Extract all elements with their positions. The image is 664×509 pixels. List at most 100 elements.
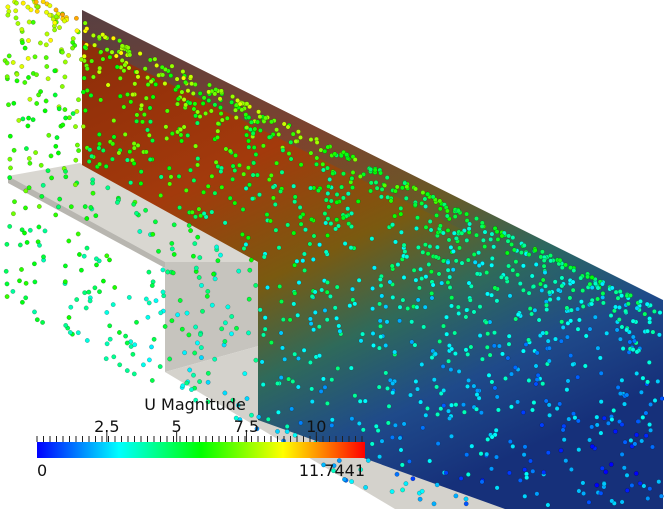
- particle: [435, 411, 441, 417]
- particle: [235, 97, 240, 103]
- particle: [189, 387, 194, 393]
- particle: [244, 101, 250, 107]
- particle: [205, 370, 211, 376]
- particle: [370, 306, 376, 312]
- particle: [589, 285, 595, 291]
- particle: [124, 368, 130, 374]
- particle: [296, 280, 302, 286]
- particle: [529, 273, 535, 279]
- particle: [503, 376, 508, 381]
- particle: [208, 108, 214, 114]
- particle: [504, 275, 510, 281]
- particle: [82, 204, 88, 210]
- particle: [634, 349, 640, 355]
- particle: [19, 40, 25, 46]
- particle: [35, 4, 41, 10]
- particle: [230, 176, 236, 182]
- particle: [431, 377, 437, 383]
- particle: [493, 427, 499, 433]
- particle: [342, 476, 347, 482]
- particle: [280, 147, 286, 153]
- particle: [350, 286, 355, 292]
- particle: [575, 306, 581, 312]
- particle: [440, 230, 446, 236]
- particle: [628, 437, 634, 443]
- particle: [312, 310, 318, 315]
- particle: [634, 371, 640, 376]
- particle: [428, 269, 434, 275]
- particle: [252, 126, 258, 132]
- particle: [337, 328, 343, 334]
- particle: [209, 302, 215, 308]
- particle: [530, 468, 536, 474]
- particle: [13, 15, 19, 21]
- particle: [207, 82, 212, 88]
- particle: [177, 298, 183, 303]
- particle: [84, 88, 90, 93]
- particle: [612, 428, 618, 434]
- particle: [278, 375, 284, 381]
- particle: [492, 330, 497, 336]
- particle: [526, 337, 532, 343]
- particle: [125, 45, 131, 51]
- particle: [318, 388, 324, 394]
- particle: [150, 94, 156, 100]
- particle: [571, 411, 576, 417]
- particle: [59, 49, 65, 55]
- particle: [185, 88, 191, 94]
- particle: [218, 88, 224, 94]
- particle: [656, 332, 662, 338]
- particle: [13, 8, 19, 14]
- particle: [382, 182, 388, 188]
- particle: [119, 43, 125, 49]
- particle: [400, 487, 406, 493]
- particle: [392, 213, 398, 219]
- particle: [571, 268, 577, 273]
- particle: [378, 323, 383, 329]
- particle: [578, 299, 584, 305]
- particle: [7, 133, 13, 139]
- particle: [533, 363, 539, 369]
- particle: [434, 212, 440, 218]
- particle: [437, 223, 443, 229]
- particle: [464, 307, 470, 313]
- particle: [521, 452, 527, 458]
- particle: [325, 216, 331, 222]
- particle: [145, 127, 150, 133]
- particle: [492, 385, 498, 391]
- particle: [164, 136, 170, 141]
- particle: [539, 422, 545, 428]
- particle: [472, 259, 478, 265]
- tick-label: 5: [172, 417, 182, 436]
- particle: [640, 414, 646, 420]
- particle: [397, 318, 403, 324]
- particle: [105, 185, 111, 191]
- particle: [414, 225, 419, 231]
- particle: [368, 166, 374, 172]
- particle: [259, 359, 265, 365]
- particle: [222, 220, 228, 226]
- particle: [290, 379, 296, 384]
- particle: [583, 333, 589, 339]
- particle: [63, 115, 69, 121]
- particle: [375, 428, 381, 434]
- particle: [11, 100, 17, 106]
- particle: [134, 210, 139, 216]
- particle: [265, 416, 271, 422]
- particle: [150, 231, 156, 237]
- particle: [166, 165, 172, 171]
- particle: [141, 112, 147, 118]
- particle: [464, 452, 470, 458]
- particle: [54, 135, 60, 141]
- particle: [326, 184, 331, 189]
- particle: [336, 223, 341, 229]
- particle: [540, 330, 546, 336]
- particle: [409, 339, 415, 345]
- particle: [335, 365, 341, 371]
- particle: [534, 491, 540, 497]
- particle: [131, 201, 137, 207]
- particle: [615, 384, 621, 390]
- particle: [561, 437, 567, 443]
- particle: [266, 177, 272, 183]
- particle: [179, 89, 185, 95]
